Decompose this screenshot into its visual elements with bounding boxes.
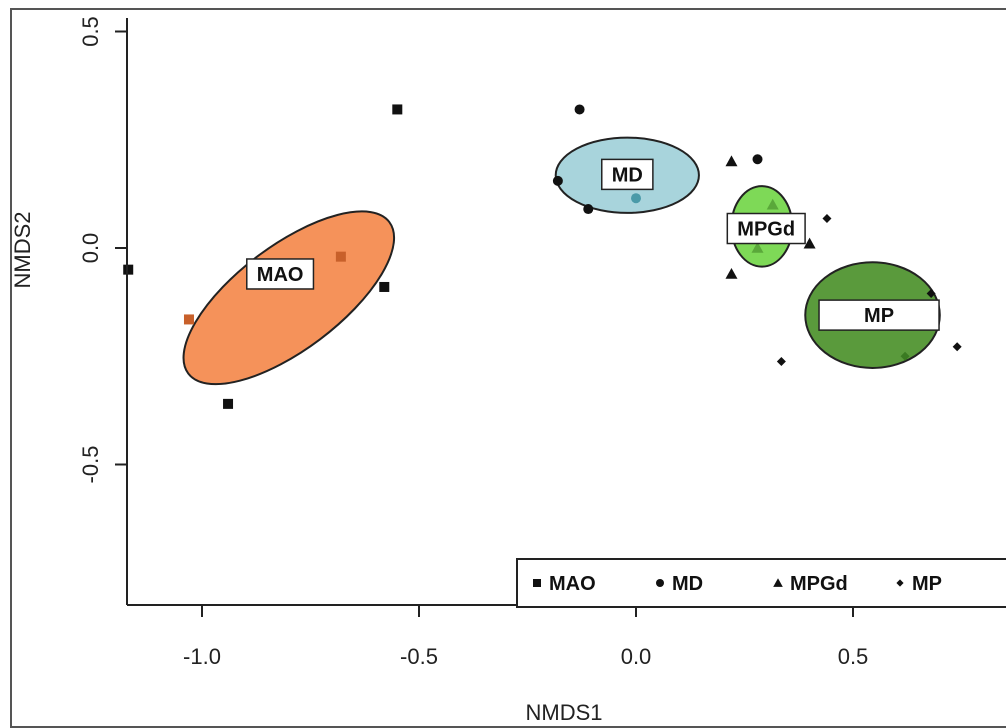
ellipse-mao xyxy=(182,210,396,386)
legend-label-mpgd: MPGd xyxy=(790,573,848,595)
legend-marker-md xyxy=(656,579,664,587)
group-label-mp: MP xyxy=(864,305,894,327)
centroid-mpgd xyxy=(766,198,779,210)
legend-marker-mp xyxy=(896,579,904,587)
centroid-mao xyxy=(335,251,346,262)
point-md xyxy=(752,154,763,165)
legend: MAO MD MPGd MP xyxy=(516,558,1006,608)
y-tick-label: 0.0 xyxy=(78,233,103,264)
x-axis-title: NMDS1 xyxy=(525,700,602,720)
point-mpgd xyxy=(803,237,816,249)
point-md xyxy=(552,175,563,186)
ellipses-layer xyxy=(182,136,941,386)
point-mpgd xyxy=(725,267,738,279)
point-mpgd xyxy=(725,155,738,167)
group-label-md: MD xyxy=(612,164,643,186)
centroid-mp xyxy=(900,351,910,361)
y-axis-title: NMDS2 xyxy=(10,211,35,288)
group-label-box-mp xyxy=(818,299,940,331)
point-mp xyxy=(776,356,786,366)
legend-label-md: MD xyxy=(672,573,703,595)
centroid-mao xyxy=(183,314,194,325)
group-label-mpgd: MPGd xyxy=(737,219,795,241)
point-mp xyxy=(822,214,832,224)
y-tick-label: 0.5 xyxy=(78,16,103,47)
y-tick-label: -0.5 xyxy=(78,446,103,484)
legend-box xyxy=(516,558,1006,608)
legend-marker-mao xyxy=(533,579,541,587)
x-tick-label: 0.5 xyxy=(838,644,869,669)
x-tick-label: -0.5 xyxy=(400,644,438,669)
legend-label-mao: MAO xyxy=(549,573,596,595)
point-mao xyxy=(392,104,403,115)
point-md xyxy=(574,104,585,115)
point-mp xyxy=(926,288,936,298)
group-label-box-mpgd xyxy=(726,212,806,245)
point-mp xyxy=(952,342,962,352)
point-mao xyxy=(223,398,234,409)
legend-label-mp: MP xyxy=(912,573,942,595)
point-mao xyxy=(379,281,390,292)
group-label-mao: MAO xyxy=(257,264,304,286)
point-mao xyxy=(123,264,134,275)
x-tick-label: 0.0 xyxy=(621,644,652,669)
legend-marker-mpgd xyxy=(773,578,783,587)
centroid-mpgd xyxy=(751,242,764,253)
centroid-md xyxy=(631,193,641,204)
labels-layer: MAO MD MPGd MP xyxy=(246,158,940,331)
group-label-box-mao xyxy=(246,258,315,290)
x-tick-label: -1.0 xyxy=(183,644,221,669)
point-md xyxy=(583,204,594,215)
points-layer xyxy=(123,104,962,409)
group-label-box-md xyxy=(601,158,654,191)
